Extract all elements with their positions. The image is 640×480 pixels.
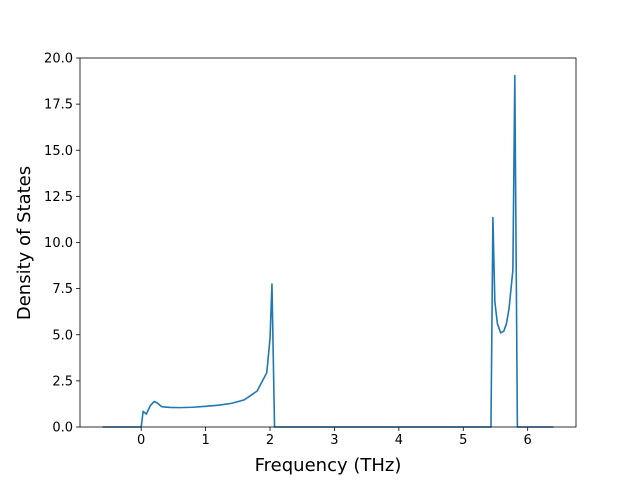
x-tick-label: 6	[524, 433, 532, 448]
x-tick-label: 4	[395, 433, 403, 448]
y-tick-label: 0.0	[52, 421, 73, 436]
y-tick-label: 15.0	[44, 144, 73, 159]
x-tick-label: 5	[459, 433, 467, 448]
y-tick-label: 12.5	[44, 190, 73, 205]
plot-frame	[79, 57, 577, 428]
x-tick-label: 2	[266, 433, 274, 448]
y-tick-label: 2.5	[52, 374, 73, 389]
y-axis-label: Density of States	[14, 166, 35, 320]
y-tick-label: 7.5	[52, 282, 73, 297]
y-tick-label: 5.0	[52, 328, 73, 343]
line	[102, 74, 554, 428]
x-axis-label: Frequency (THz)	[255, 455, 402, 476]
x-tick-label: 0	[137, 433, 145, 448]
y-tick-label: 17.5	[44, 98, 73, 113]
x-tick-label: 3	[330, 433, 338, 448]
y-tick-label: 10.0	[44, 236, 73, 251]
x-tick-label: 1	[201, 433, 209, 448]
y-tick-label: 20.0	[44, 52, 73, 67]
